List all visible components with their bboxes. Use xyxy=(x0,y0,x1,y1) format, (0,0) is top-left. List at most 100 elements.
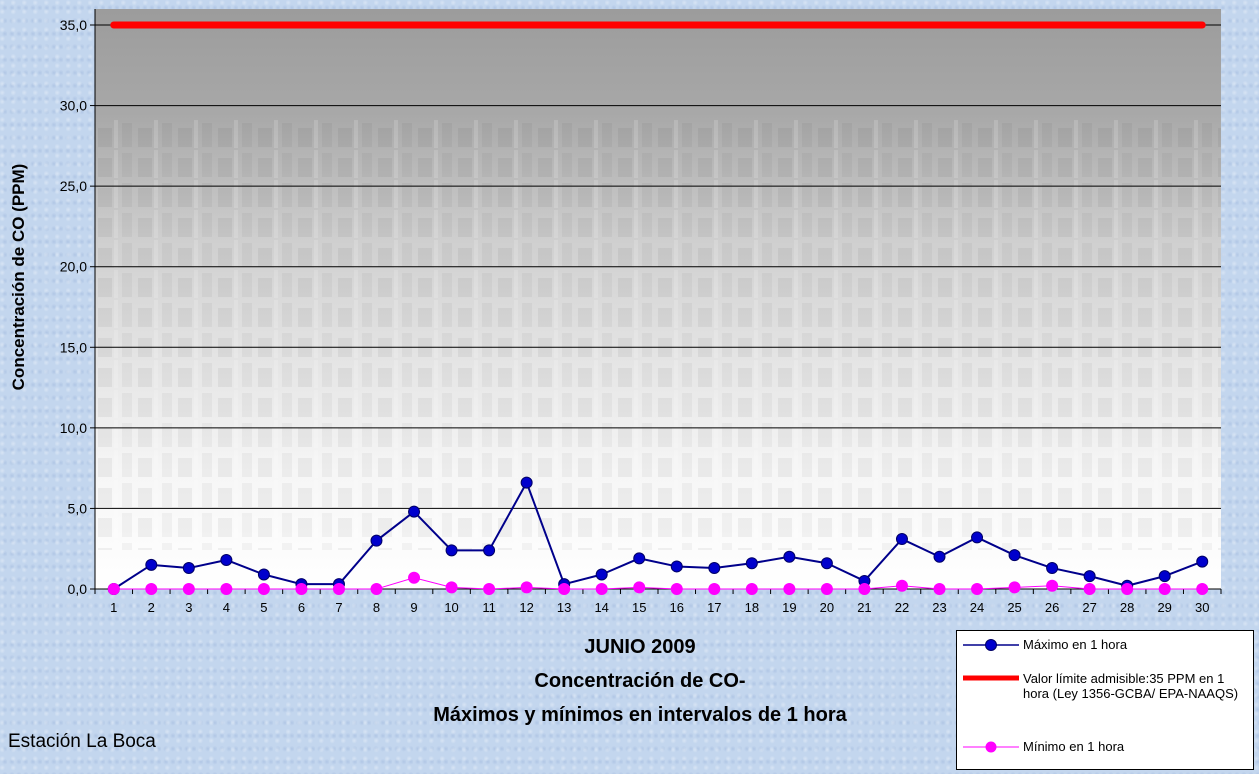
data-point-max xyxy=(1196,555,1209,568)
legend-label-limit: Valor límite admisible:35 PPM en 1 hora … xyxy=(1023,671,1239,701)
data-point-max xyxy=(257,568,270,581)
x-tick-label: 16 xyxy=(670,600,684,615)
plot-area-texture xyxy=(95,120,1221,550)
x-tick-label: 20 xyxy=(820,600,834,615)
data-point-max xyxy=(520,476,533,489)
x-tick-label: 18 xyxy=(745,600,759,615)
data-point-min xyxy=(971,583,984,595)
x-tick-label: 30 xyxy=(1195,600,1209,615)
y-tick-label: 30,0 xyxy=(60,98,87,114)
data-point-min xyxy=(408,571,421,584)
data-point-max xyxy=(1008,549,1021,562)
data-point-max xyxy=(933,550,946,563)
series-line-max xyxy=(112,481,1204,590)
data-point-min xyxy=(107,583,120,595)
data-point-max xyxy=(445,544,458,557)
data-point-min xyxy=(895,579,908,592)
data-point-max xyxy=(1046,562,1059,575)
data-point-max xyxy=(783,550,796,563)
data-point-min xyxy=(858,583,871,595)
legend-marker-min xyxy=(963,741,1019,753)
legend-label-min: Mínimo en 1 hora xyxy=(1023,739,1125,754)
data-point-max xyxy=(708,562,721,575)
data-point-max xyxy=(220,553,233,566)
y-tick-label: 10,0 xyxy=(60,420,87,436)
data-point-min xyxy=(1158,583,1171,595)
x-tick-label: 23 xyxy=(932,600,946,615)
x-tick-label: 22 xyxy=(895,600,909,615)
data-point-min xyxy=(445,581,458,594)
series-layer xyxy=(107,21,1209,595)
data-point-max xyxy=(670,560,683,573)
data-point-max xyxy=(1158,570,1171,583)
data-point-min xyxy=(520,581,533,594)
legend-item-limit: Valor límite admisible:35 PPM en 1 hora … xyxy=(961,671,1251,731)
data-point-max xyxy=(595,568,608,581)
x-tick-label: 17 xyxy=(707,600,721,615)
y-tick-label: 15,0 xyxy=(60,339,87,355)
y-tick-label: 0,0 xyxy=(68,581,88,597)
y-tick-label: 20,0 xyxy=(60,259,87,275)
x-tick-label: 12 xyxy=(519,600,533,615)
x-tick-label: 5 xyxy=(260,600,267,615)
x-tick-label: 27 xyxy=(1082,600,1096,615)
y-axis-label: Concentración de CO (PPM) xyxy=(9,164,28,391)
data-point-min xyxy=(820,583,833,595)
data-point-min xyxy=(1083,583,1096,595)
data-point-min xyxy=(1008,581,1021,594)
x-tick-label: 4 xyxy=(223,600,230,615)
x-tick-label: 10 xyxy=(444,600,458,615)
chart-title-pollutant: Concentración de CO- xyxy=(534,670,746,692)
legend-label-max: Máximo en 1 hora xyxy=(1023,637,1128,652)
x-tick-label: 14 xyxy=(594,600,608,615)
data-point-min xyxy=(933,583,946,595)
data-point-max xyxy=(370,534,383,547)
y-tick-label: 25,0 xyxy=(60,178,87,194)
x-tick-label: 9 xyxy=(410,600,417,615)
station-label: Estación La Boca xyxy=(8,731,156,752)
data-point-min xyxy=(595,583,608,595)
legend: Máximo en 1 hora Valor límite admisible:… xyxy=(956,630,1254,770)
x-tick-label: 28 xyxy=(1120,600,1134,615)
data-point-max xyxy=(820,557,833,570)
data-point-min xyxy=(295,583,308,595)
x-tick-label: 7 xyxy=(335,600,342,615)
x-tick-label: 6 xyxy=(298,600,305,615)
series-line-min xyxy=(113,577,1203,590)
data-point-min xyxy=(220,583,233,595)
x-tick-label: 2 xyxy=(148,600,155,615)
data-point-min xyxy=(1046,579,1059,592)
chart-title-month: JUNIO 2009 xyxy=(584,636,696,658)
chart-title-description: Máximos y mínimos en intervalos de 1 hor… xyxy=(433,704,847,726)
legend-item-max: Máximo en 1 hora xyxy=(961,637,1251,657)
y-axis-ticks: 0,0 5,0 10,0 15,0 20,0 25,0 30,0 35,0 xyxy=(60,17,95,597)
x-tick-label: 25 xyxy=(1007,600,1021,615)
data-point-max xyxy=(145,558,158,571)
x-tick-label: 19 xyxy=(782,600,796,615)
data-point-min xyxy=(483,583,496,595)
legend-marker-limit xyxy=(963,675,1019,681)
data-point-min xyxy=(708,583,721,595)
data-point-min xyxy=(783,583,796,595)
x-tick-label: 11 xyxy=(482,600,496,615)
data-point-min xyxy=(558,583,571,595)
x-tick-label: 3 xyxy=(185,600,192,615)
x-tick-label: 15 xyxy=(632,600,646,615)
x-tick-label: 13 xyxy=(557,600,571,615)
data-point-min xyxy=(1196,583,1209,595)
x-tick-label: 29 xyxy=(1157,600,1171,615)
legend-item-min: Mínimo en 1 hora xyxy=(961,739,1251,759)
data-point-min xyxy=(332,583,345,595)
data-point-max xyxy=(745,557,758,570)
x-tick-label: 26 xyxy=(1045,600,1059,615)
x-axis-ticks: 1 2 3 4 5 6 7 8 9 10 11 12 13 14 15 16 17 18 19 20 21 22 23 24 2… xyxy=(94,589,1222,615)
data-point-max xyxy=(1083,570,1096,583)
data-point-min xyxy=(182,583,195,595)
data-point-min xyxy=(257,583,270,595)
x-tick-label: 8 xyxy=(373,600,380,615)
data-point-max xyxy=(971,531,984,544)
y-tick-label: 5,0 xyxy=(68,500,88,516)
data-point-min xyxy=(370,583,383,595)
data-point-max xyxy=(182,562,195,575)
